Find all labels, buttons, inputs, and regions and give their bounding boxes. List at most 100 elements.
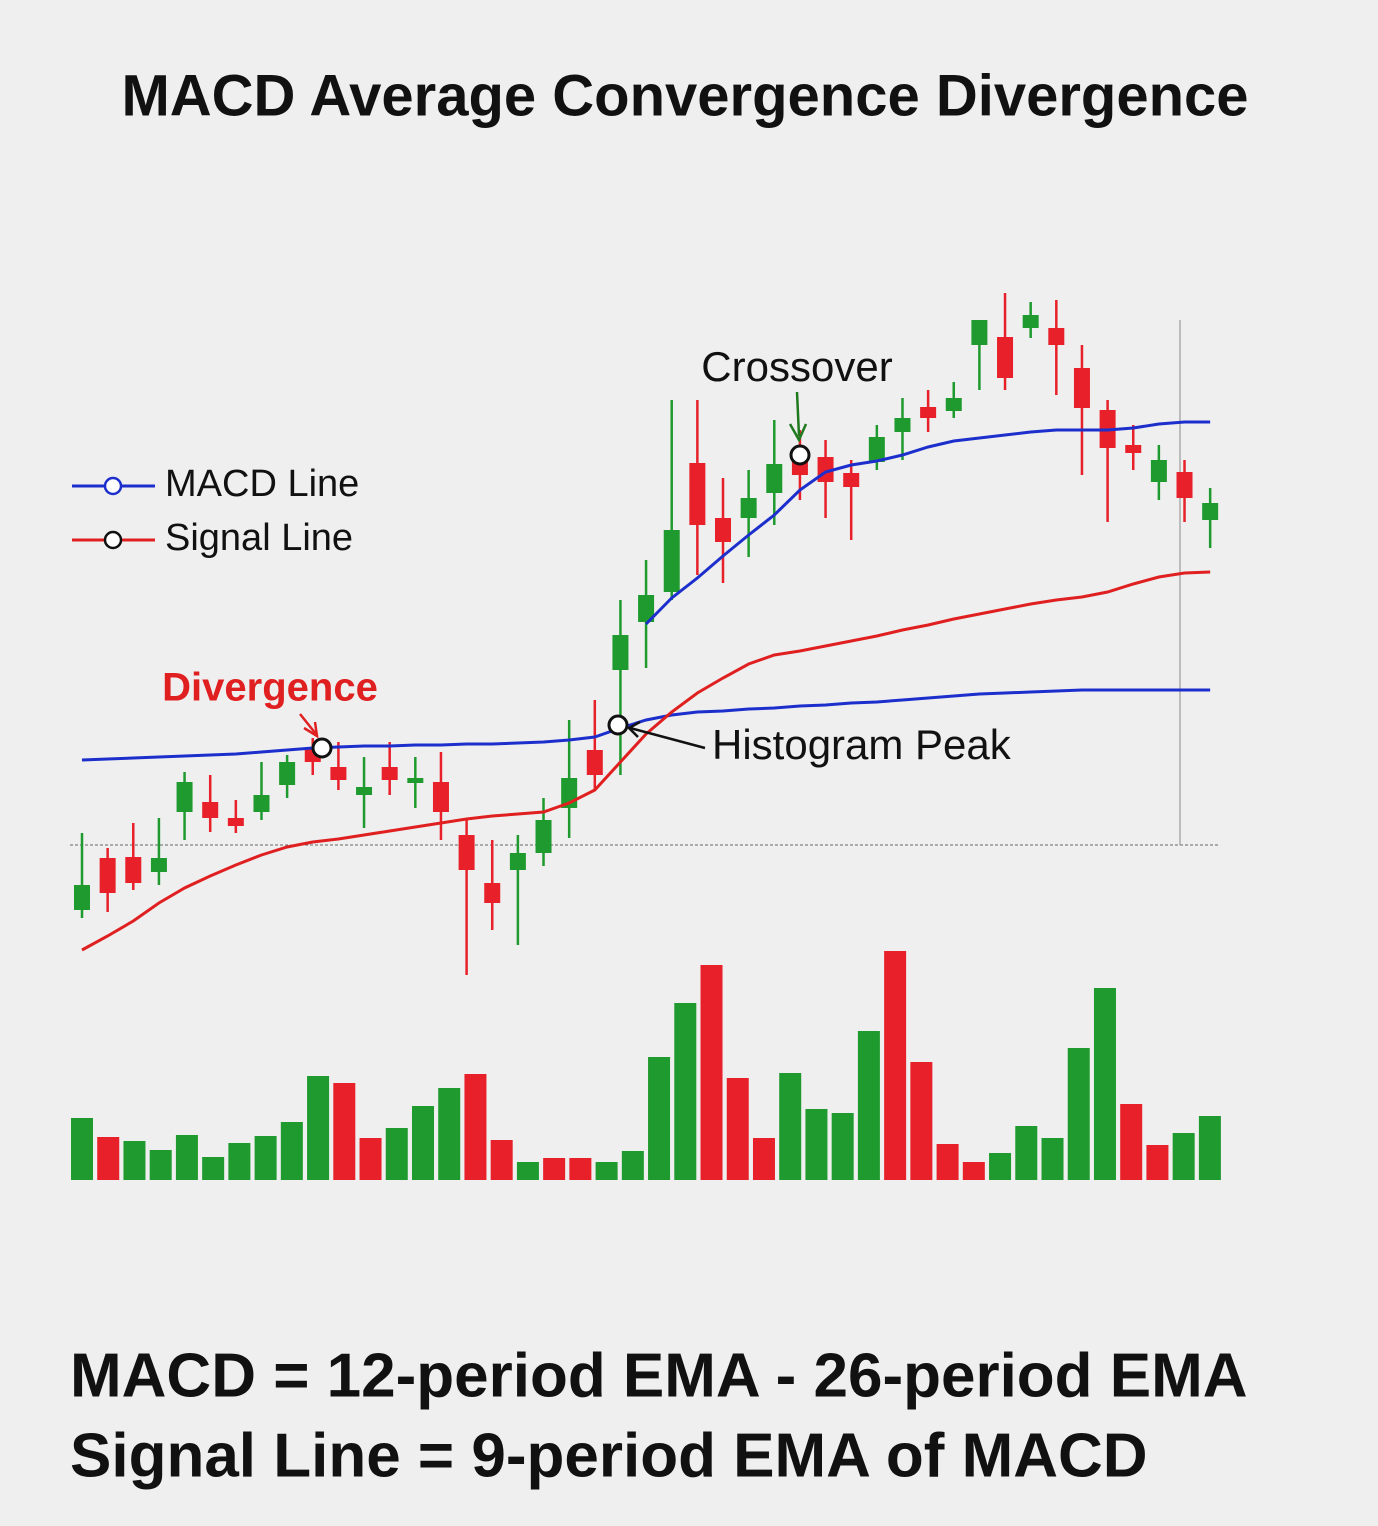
candle-body [279,762,296,785]
histogram-bar [123,1141,146,1180]
candle-body [689,463,706,525]
candle-body [202,802,219,818]
lines [81,420,1211,952]
histogram-bar [805,1109,828,1180]
annotation-arrowhead [303,721,319,739]
candle-body [381,767,398,780]
histogram-bar [910,1062,933,1180]
histogram-bar [726,1078,749,1180]
candle-body [715,518,731,542]
candle-body [1125,445,1142,453]
histogram-bar [359,1138,382,1180]
candle-body [125,857,142,883]
histogram-bar [202,1157,225,1180]
legend-marker [103,476,123,496]
histogram-bar [621,1151,644,1180]
candle-body [612,635,629,670]
chart-title: MACD Average Convergence Divergence [121,63,1248,128]
histogram-bar [779,1073,802,1180]
histogram-bar [490,1140,513,1180]
annotation-marker [311,737,333,759]
candle-body [971,320,988,345]
indicator-line [81,688,1211,762]
histogram-bar [149,1150,172,1180]
histogram-bar [464,1074,487,1180]
histogram-bar [97,1137,120,1180]
candle-body [150,858,167,872]
candle-body [663,530,680,592]
formula: Signal Line = 9-period EMA of MACD [70,1421,1148,1490]
annotation-marker [789,444,811,466]
histogram-bar [1172,1133,1195,1180]
candle-body [740,498,757,518]
histogram-bar [307,1076,330,1180]
histogram [71,951,1221,1180]
histogram-bar [752,1138,775,1180]
candles [74,293,1219,975]
candle-body [253,795,270,812]
candle-body [432,782,449,812]
histogram-bar [1041,1138,1064,1180]
histogram-bar [228,1143,251,1180]
histogram-bar [71,1118,93,1180]
annotation-arrowhead [626,720,641,738]
indicator-line [645,420,1211,626]
histogram-bar [280,1122,303,1180]
legend-label: Signal Line [165,517,353,559]
histogram-bar [411,1106,434,1180]
histogram-bar [543,1158,566,1180]
formula: MACD = 12-period EMA - 26-period EMA [70,1341,1248,1410]
candle-body [586,750,603,775]
histogram-bar [1067,1048,1090,1180]
histogram-bar [857,1031,880,1180]
candle-body [868,437,885,462]
candle-body [1150,460,1167,482]
histogram-bar [884,951,907,1180]
histogram-bar [385,1128,408,1180]
histogram-bar [1093,988,1116,1180]
histogram-bar [962,1162,985,1180]
histogram-bar [700,965,723,1180]
histogram-bar [333,1083,356,1180]
histogram-bar [936,1144,959,1180]
candle-body [766,464,783,493]
candle-body [458,835,475,870]
candle-body [356,787,373,795]
histogram-bar [1198,1116,1221,1180]
candle-body [407,778,424,783]
candle-body [1048,328,1065,345]
candle-body [997,337,1014,378]
candle-body [484,883,501,903]
annotation-arrow [795,391,801,437]
histogram-bar [1146,1145,1169,1180]
annotation-arrowhead [788,423,808,443]
candle-body [535,820,552,853]
histogram-bar [516,1162,539,1180]
candle-body [176,782,193,812]
histogram-bar [1120,1104,1143,1180]
histogram-bar [648,1057,671,1180]
histogram-bar [1015,1126,1038,1180]
annotation-arrow [629,726,706,750]
candle-body [330,767,347,780]
histogram-bar [831,1113,854,1180]
annotation-marker [607,714,629,736]
candle-body [843,473,860,487]
annotation: Divergence [162,666,378,710]
candle-body [945,398,962,411]
candle-body [227,818,244,826]
histogram-bar [569,1158,592,1180]
candle-body [509,853,526,870]
candle-body [1022,315,1039,328]
annotation-arrow [299,713,317,735]
histogram-bar [989,1153,1012,1180]
indicator-line [81,570,1211,952]
candle-body [1176,472,1193,498]
candle-body [74,885,90,910]
histogram-bar [438,1088,461,1180]
annotation: Crossover [701,343,892,390]
histogram-bar [674,1003,697,1180]
histogram-bar [595,1162,618,1180]
